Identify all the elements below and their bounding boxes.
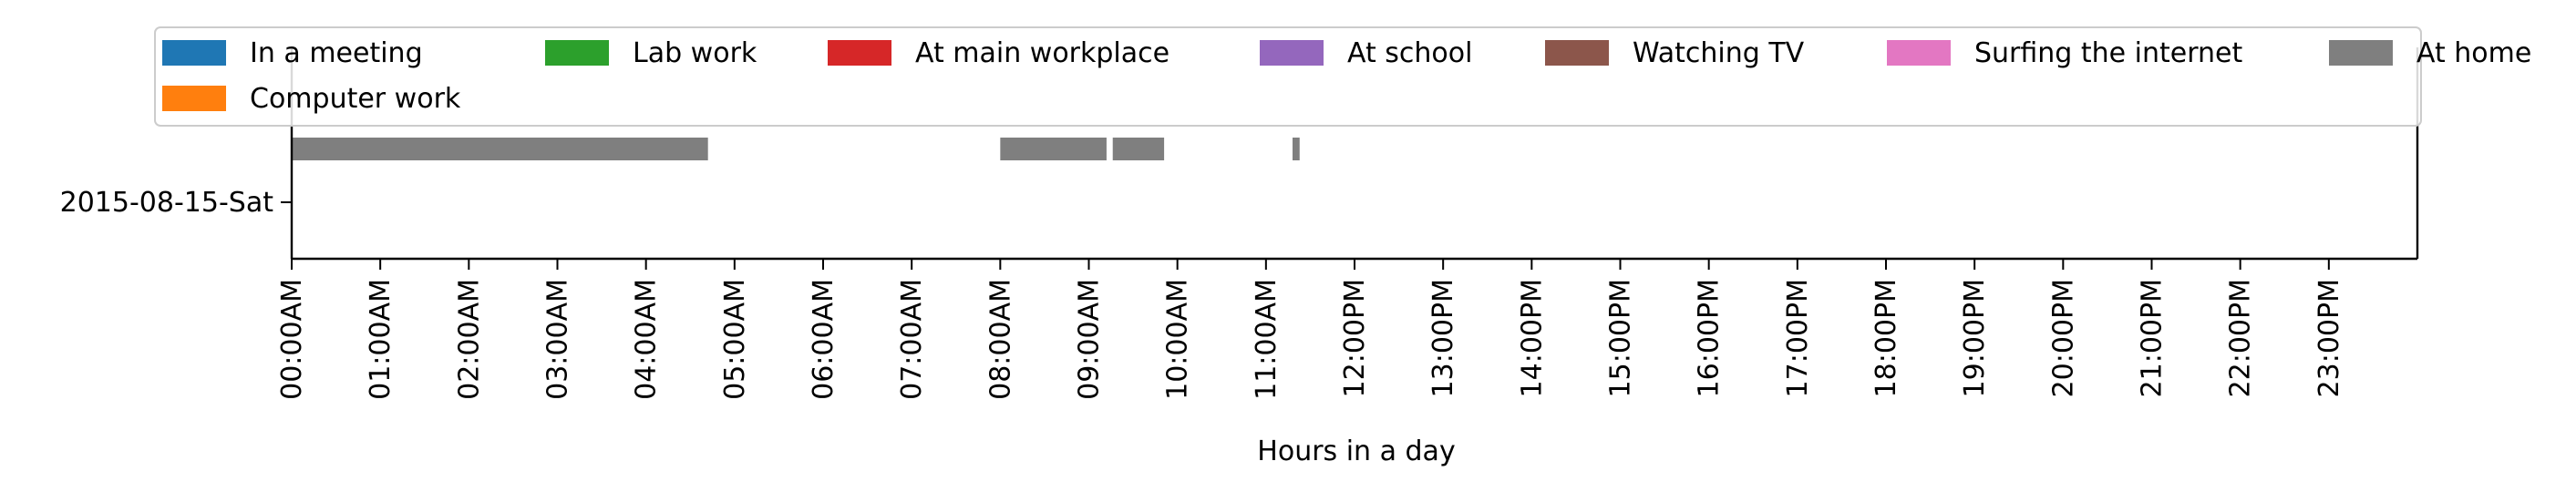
x-tick-label: 03:00AM xyxy=(542,279,574,400)
legend-swatch xyxy=(162,86,226,111)
x-tick-label: 05:00AM xyxy=(719,279,751,400)
legend-label: At school xyxy=(1347,37,1472,69)
legend-label: In a meeting xyxy=(250,37,423,69)
legend-swatch xyxy=(2329,40,2393,66)
x-tick-label: 15:00PM xyxy=(1605,279,1637,397)
legend-swatch xyxy=(545,40,609,66)
x-tick-label: 21:00PM xyxy=(2137,279,2169,397)
legend-label: At main workplace xyxy=(915,37,1170,69)
x-tick-label: 18:00PM xyxy=(1870,279,1902,397)
x-tick-label: 12:00PM xyxy=(1339,279,1371,397)
x-tick-label: 06:00AM xyxy=(808,279,840,400)
legend-label: Surfing the internet xyxy=(1974,37,2242,69)
x-tick-label: 13:00PM xyxy=(1427,279,1459,397)
legend-label: Lab work xyxy=(633,37,757,69)
x-tick-label: 00:00AM xyxy=(276,279,308,400)
legend-swatch xyxy=(1887,40,1951,66)
x-tick-label: 07:00AM xyxy=(896,279,928,400)
legend: In a meeting Lab work At main workplace At … xyxy=(154,26,2531,127)
legend-swatch xyxy=(1260,40,1324,66)
x-tick-label: 16:00PM xyxy=(1694,279,1726,397)
legend-label: Watching TV xyxy=(1633,37,1805,69)
activity-bar xyxy=(292,138,708,160)
legend-swatch xyxy=(1545,40,1609,66)
legend-swatch xyxy=(162,40,226,66)
legend-label: At home xyxy=(2416,37,2531,69)
x-tick-label: 19:00PM xyxy=(1959,279,1991,397)
activity-bar xyxy=(1000,138,1107,160)
x-tick-label: 10:00AM xyxy=(1162,279,1194,400)
x-tick-label: 01:00AM xyxy=(365,279,397,400)
x-tick-label: 23:00PM xyxy=(2313,279,2345,397)
y-tick-label: 2015-08-15-Sat xyxy=(60,187,274,219)
legend-label: Computer work xyxy=(250,83,461,115)
x-tick-label: 04:00AM xyxy=(631,279,663,400)
x-axis-ticks: 00:00AM 01:00AM 02:00AM 03:00AM 04:00AM 05:00… xyxy=(276,259,2345,400)
y-axis-ticks: 2015-08-15-Sat xyxy=(60,187,292,219)
x-tick-label: 11:00AM xyxy=(1251,279,1283,400)
activity-bar xyxy=(1292,138,1300,160)
x-tick-label: 02:00AM xyxy=(453,279,485,400)
x-axis-label: Hours in a day xyxy=(1257,436,1455,467)
x-tick-label: 09:00AM xyxy=(1074,279,1106,400)
x-tick-label: 08:00AM xyxy=(984,279,1016,400)
x-tick-label: 22:00PM xyxy=(2225,279,2257,397)
activity-bars xyxy=(292,138,1300,160)
legend-swatch xyxy=(828,40,891,66)
x-tick-label: 17:00PM xyxy=(1782,279,1814,397)
x-tick-label: 20:00PM xyxy=(2047,279,2079,397)
legend-frame xyxy=(154,26,2422,127)
x-tick-label: 14:00PM xyxy=(1516,279,1548,397)
activity-bar xyxy=(1112,138,1165,160)
